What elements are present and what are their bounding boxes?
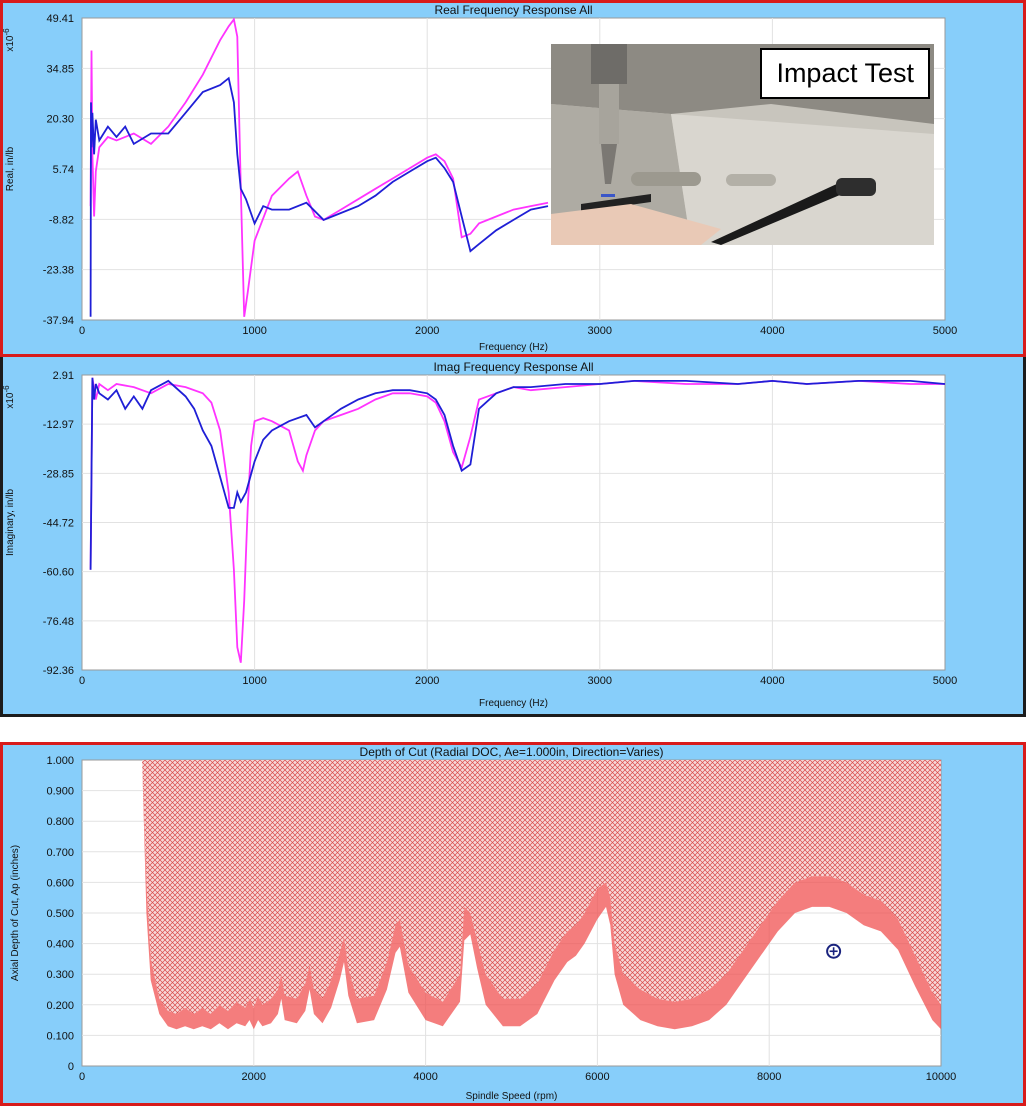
x-tick-label: 2000 (415, 675, 439, 687)
x-axis-label: Frequency (Hz) (479, 698, 548, 709)
x-tick-label: 1000 (242, 325, 266, 337)
y-tick-label: 0.700 (46, 847, 74, 859)
y-axis-label: Axial Depth of Cut, Ap (inches) (10, 845, 21, 981)
multiplier-label: x10-6 (2, 28, 16, 52)
x-tick-label: 3000 (588, 325, 612, 337)
y-tick-label: 34.85 (46, 63, 74, 75)
y-tick-label: 1.000 (46, 755, 74, 767)
x-tick-label: 8000 (757, 1071, 781, 1083)
y-tick-label: 0.200 (46, 1000, 74, 1012)
y-tick-label: 0.900 (46, 786, 74, 798)
x-tick-label: 4000 (760, 675, 784, 687)
y-tick-label: 0 (68, 1061, 74, 1073)
x-tick-label: 0 (79, 1071, 85, 1083)
series-line-2 (89, 76, 549, 317)
y-tick-label: 0.600 (46, 877, 74, 889)
y-tick-label: -8.82 (49, 214, 74, 226)
y-tick-label: 0.300 (46, 969, 74, 981)
y-tick-label: -37.94 (43, 315, 74, 327)
x-tick-label: 2000 (242, 1071, 266, 1083)
y-tick-label: -76.48 (43, 616, 74, 628)
impact-test-label: Impact Test (760, 48, 930, 99)
y-tick-label: 0.500 (46, 908, 74, 920)
chart-title: Real Frequency Response All (434, 3, 592, 17)
y-tick-label: 5.74 (53, 164, 74, 176)
y-tick-label: 0.400 (46, 939, 74, 951)
y-tick-label: -28.85 (43, 468, 74, 480)
y-tick-label: -60.60 (43, 567, 74, 579)
x-tick-label: 3000 (588, 675, 612, 687)
y-tick-label: -12.97 (43, 419, 74, 431)
unstable-region (142, 760, 941, 1014)
x-tick-label: 6000 (585, 1071, 609, 1083)
x-tick-label: 5000 (933, 675, 957, 687)
x-tick-label: 10000 (926, 1071, 957, 1083)
chart-title: Depth of Cut (Radial DOC, Ae=1.000in, Di… (360, 745, 664, 759)
y-tick-label: -44.72 (43, 517, 74, 529)
series-line-1 (89, 18, 549, 317)
x-tick-label: 4000 (413, 1071, 437, 1083)
x-tick-label: 0 (79, 325, 85, 337)
y-tick-label: 20.30 (46, 114, 74, 126)
x-tick-label: 1000 (242, 675, 266, 687)
x-tick-label: 2000 (415, 325, 439, 337)
y-tick-label: 2.91 (53, 370, 74, 382)
chart-title: Imag Frequency Response All (433, 360, 593, 374)
stability-band (142, 760, 941, 1030)
x-tick-label: 0 (79, 675, 85, 687)
impact-test-photo: Impact Test (551, 44, 934, 245)
x-axis-label: Spindle Speed (rpm) (466, 1091, 558, 1102)
y-tick-label: 49.41 (46, 13, 74, 25)
x-tick-label: 5000 (933, 325, 957, 337)
y-axis-label: Real, in/lb (5, 146, 16, 191)
y-tick-label: -92.36 (43, 665, 74, 677)
multiplier-label: x10-6 (2, 385, 16, 409)
series-line-1 (89, 377, 945, 663)
y-tick-label: 0.100 (46, 1030, 74, 1042)
y-axis-label: Imaginary, in/lb (5, 489, 16, 557)
x-axis-label: Frequency (Hz) (479, 342, 548, 353)
y-tick-label: -23.38 (43, 265, 74, 277)
series-line-2 (89, 377, 945, 570)
y-tick-label: 0.800 (46, 816, 74, 828)
x-tick-label: 4000 (760, 325, 784, 337)
